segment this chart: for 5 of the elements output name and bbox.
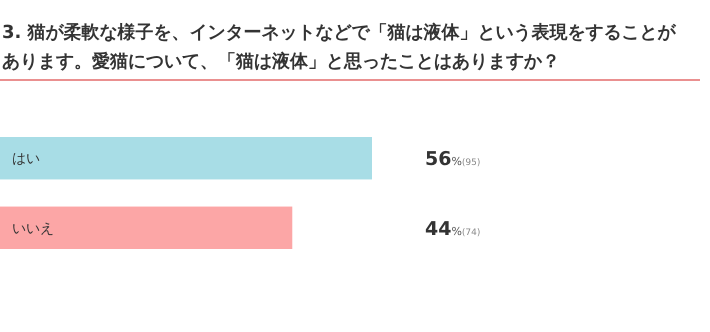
data-label: 44%(74) (425, 218, 480, 240)
data-label: 56%(95) (425, 148, 480, 170)
y-tick-label: はい (12, 151, 40, 168)
chart-title: 3. 猫が柔軟な様子を、インターネットなどで「猫は液体」という表現をすることがあります。愛猫について、「猫は液体」と思ったことはありますか？ (2, 21, 678, 74)
y-tick-label: いいえ (12, 220, 54, 237)
